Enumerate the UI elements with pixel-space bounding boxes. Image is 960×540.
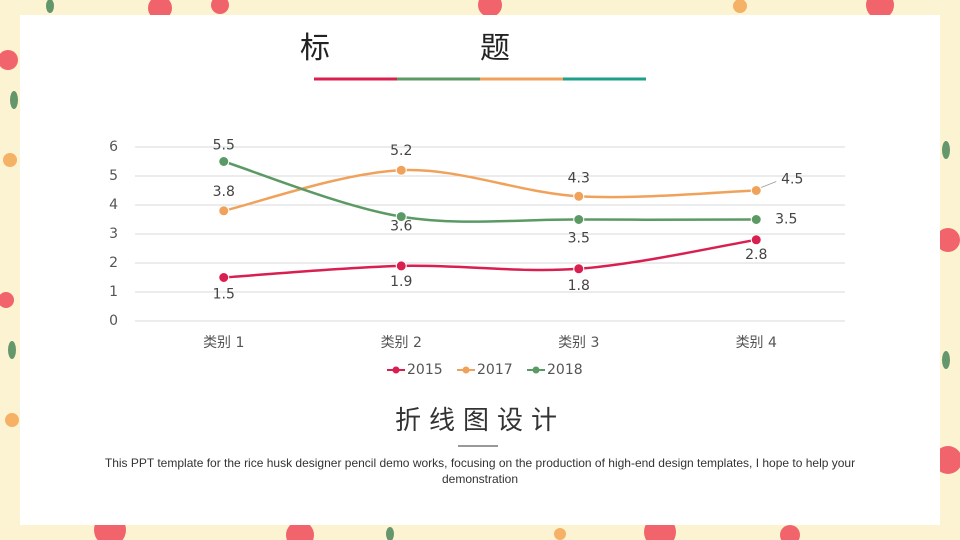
- subtitle: 折线图设计: [395, 406, 565, 436]
- content-panel: [20, 15, 940, 525]
- x-tick-label: 类别 3: [558, 335, 599, 351]
- y-tick-label: 1: [109, 284, 118, 300]
- x-tick-label: 类别 2: [381, 335, 422, 351]
- legend-label: 2018: [547, 362, 583, 378]
- data-label: 5.5: [213, 138, 235, 154]
- data-label: 4.3: [568, 170, 590, 186]
- data-label: 5.2: [390, 143, 412, 159]
- data-label: 3.6: [390, 219, 412, 235]
- slide-title: 标题: [300, 31, 660, 66]
- data-point: [218, 272, 230, 283]
- data-point: [395, 260, 407, 272]
- data-point: [573, 214, 585, 225]
- data-point: [218, 156, 230, 167]
- data-point: [573, 263, 585, 275]
- data-label: 1.8: [568, 278, 590, 294]
- data-point: [395, 211, 407, 223]
- x-tick-label: 类别 1: [203, 335, 244, 351]
- data-label: 2.8: [745, 247, 767, 263]
- y-tick-label: 5: [109, 168, 118, 184]
- series-line: [223, 238, 757, 279]
- y-tick-label: 3: [109, 226, 118, 242]
- data-point: [218, 205, 230, 217]
- data-point: [395, 164, 407, 176]
- data-label: 3.5: [568, 231, 590, 247]
- legend-marker: [532, 366, 540, 374]
- legend-marker: [392, 366, 400, 374]
- data-point: [573, 190, 585, 202]
- data-point: [750, 214, 762, 225]
- data-point: [750, 234, 762, 246]
- data-label: 3.8: [213, 184, 235, 200]
- series-line: [223, 160, 757, 223]
- y-tick-label: 0: [109, 313, 118, 329]
- legend-marker: [462, 366, 470, 374]
- data-point: [750, 185, 762, 196]
- y-tick-label: 2: [109, 255, 118, 271]
- label-leader: [761, 181, 777, 188]
- y-tick-label: 4: [109, 197, 118, 213]
- data-label: 1.9: [390, 274, 412, 290]
- legend-label: 2015: [407, 362, 443, 378]
- description: This PPT template for the rice husk desi…: [104, 456, 856, 486]
- legend-label: 2017: [477, 362, 513, 378]
- data-label: 4.5: [781, 172, 803, 188]
- y-tick-label: 6: [109, 139, 118, 155]
- x-tick-label: 类别 4: [736, 335, 777, 351]
- data-label: 1.5: [213, 287, 235, 303]
- data-label: 3.5: [775, 212, 797, 228]
